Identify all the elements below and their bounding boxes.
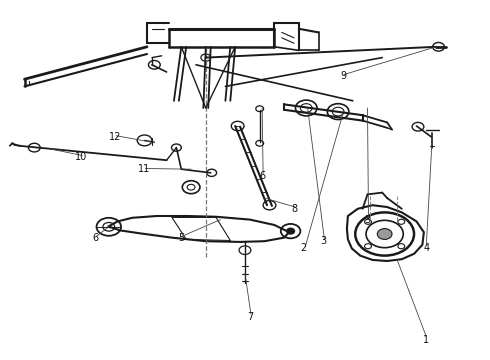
Text: 1: 1 (423, 335, 429, 345)
Text: 2: 2 (301, 243, 307, 253)
Text: 3: 3 (320, 236, 326, 246)
Circle shape (377, 229, 392, 239)
Text: 11: 11 (138, 164, 151, 174)
Text: 9: 9 (340, 71, 346, 81)
Text: 5: 5 (178, 233, 184, 243)
Text: 12: 12 (109, 132, 122, 142)
Text: 7: 7 (247, 312, 253, 322)
Text: 3: 3 (365, 215, 370, 225)
Circle shape (287, 228, 294, 234)
Text: 6: 6 (259, 171, 265, 181)
Text: 6: 6 (93, 233, 98, 243)
Text: 8: 8 (291, 204, 297, 214)
Text: 10: 10 (74, 152, 87, 162)
Text: 4: 4 (423, 243, 429, 253)
